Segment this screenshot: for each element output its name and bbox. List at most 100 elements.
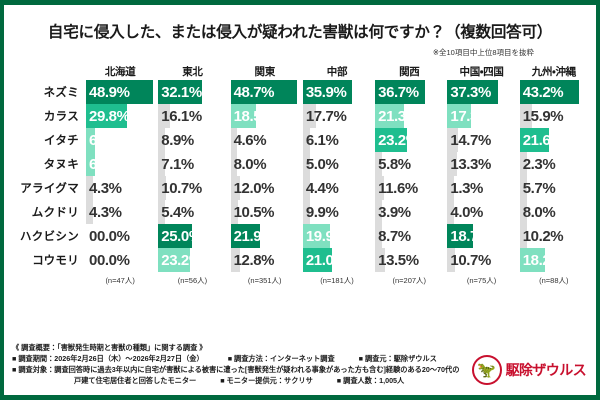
row-label-3: イタチ: [44, 135, 79, 147]
cell-value: 00.0%: [89, 251, 130, 269]
value-bar: [158, 152, 166, 176]
column-header-7: 九州・沖縄: [531, 66, 576, 78]
cell-value: 6.4%: [89, 131, 122, 149]
data-cell: 10.7%: [447, 248, 515, 272]
brand-name: 駆除ザウルス: [505, 362, 587, 378]
value-bar: [447, 248, 456, 272]
row-cells: 00.0% 23.2% 12.8% 21.0% 13.5% 10.7% 18.2%: [86, 248, 588, 272]
value-bar: [302, 200, 311, 224]
value-bar: [519, 200, 527, 224]
column-header-2: 東北: [182, 66, 203, 78]
cell-value: 36.7%: [378, 83, 419, 101]
value-bar: [302, 104, 317, 128]
data-cell: 21.0%: [302, 248, 371, 272]
value-bar: [158, 200, 166, 224]
value-bar: [86, 152, 95, 176]
data-cell: 5.7%: [519, 176, 588, 200]
row-cells: 29.8% 16.1% 18.5% 17.7% 21.3% 17.3% 15.9%: [86, 104, 588, 128]
title-note: ※全10項目中上位8項目を抜粋: [432, 48, 534, 57]
value-bar: [519, 176, 527, 200]
cell-value: 10.7%: [161, 179, 202, 197]
row-cells: 4.3% 5.4% 10.5% 9.9% 3.9% 4.0% 8.0%: [86, 200, 588, 224]
value-bar: [158, 80, 203, 104]
survey-source: ■ 調査元：駆除ザウルス: [358, 354, 437, 364]
data-cell: 7.1%: [158, 152, 226, 176]
brand-logo: 🦖 駆除ザウルス: [471, 355, 587, 385]
data-cell: 25.0%: [158, 224, 226, 248]
value-bar: [230, 128, 238, 152]
data-cell: 6.4%: [86, 152, 154, 176]
value-bar: [86, 80, 153, 104]
cell-value: 10.5%: [233, 203, 275, 221]
cell-value: 10.2%: [522, 227, 564, 245]
data-cell: 16.1%: [158, 104, 226, 128]
data-cell: 6.4%: [86, 128, 154, 152]
column-header-4: 中部: [326, 66, 348, 78]
sample-size-row: (n=47人) (n=56人) (n=351人) (n=181人) (n=207人) (n…: [10, 275, 588, 286]
value-bar: [86, 104, 127, 128]
survey-overview-text: 《 調査概要：「害獣発生時期と害獣の種類」に関する調査 》 ■ 調査期間：202…: [12, 342, 588, 387]
cell-value: 13.5%: [378, 251, 419, 269]
row-cells: 6.4% 8.9% 4.6% 6.1% 23.2% 14.7% 21.6%: [86, 128, 588, 152]
value-bar: [158, 128, 166, 152]
data-cell: 8.0%: [230, 152, 299, 176]
value-bar: [375, 248, 386, 272]
column-header-3: 関東: [254, 66, 276, 78]
data-cell: 43.2%: [519, 80, 588, 104]
cell-value: 48.9%: [89, 83, 130, 101]
row-cells: 48.9% 32.1% 48.7% 35.9% 36.7% 37.3% 43.2%: [86, 80, 588, 104]
cell-value: 8.9%: [161, 131, 194, 149]
cell-value: 9.9%: [305, 203, 339, 221]
cell-value: 2.3%: [522, 155, 556, 173]
column-header-6: 中国・四国: [459, 66, 504, 78]
cell-value: 18.7%: [450, 227, 491, 245]
value-bar: [519, 224, 528, 248]
cell-value: 21.0%: [305, 251, 347, 269]
value-bar: [230, 248, 241, 272]
value-bar: [230, 200, 239, 224]
data-cell: 4.3%: [86, 200, 154, 224]
data-cell: 19.9%: [302, 224, 371, 248]
data-cell: 11.6%: [375, 176, 443, 200]
data-cell: 5.8%: [375, 152, 443, 176]
cell-value: 17.7%: [305, 107, 347, 125]
data-cell: 21.9%: [230, 224, 299, 248]
data-cell: 18.7%: [447, 224, 515, 248]
data-cell: 12.8%: [230, 248, 299, 272]
row-label-1: ネズミ: [43, 87, 79, 99]
value-bar: [375, 104, 405, 128]
cell-value: 4.3%: [89, 179, 122, 197]
cell-value: 14.7%: [450, 131, 491, 149]
cell-value: 21.6%: [522, 131, 564, 149]
value-bar: [375, 152, 382, 176]
data-cell: 37.3%: [447, 80, 515, 104]
cell-value: 13.3%: [450, 155, 491, 173]
value-bar: [158, 248, 190, 272]
region-headers: 北海道 東北 関東 中部 関西 中国・四国 九州・沖縄: [86, 64, 588, 79]
data-cell: 18.5%: [230, 104, 299, 128]
row-label-4: タヌキ: [43, 159, 79, 171]
row-label-2: カラス: [43, 111, 79, 123]
cell-value: 4.6%: [233, 131, 267, 149]
cell-value: 5.8%: [378, 155, 411, 173]
data-cell: 00.0%: [86, 224, 154, 248]
value-bar: [302, 152, 310, 176]
data-cell: 21.6%: [519, 128, 588, 152]
cell-value: 5.7%: [522, 179, 556, 197]
cell-value: 7.1%: [161, 155, 194, 173]
cell-value: 32.1%: [161, 83, 202, 101]
data-cell: 18.2%: [519, 248, 588, 272]
value-bar: [230, 80, 298, 104]
data-cell: 13.5%: [375, 248, 443, 272]
data-cell: 48.9%: [86, 80, 154, 104]
table-header-row: 北海道 東北 関東 中部 関西 中国・四国 九州・沖縄: [10, 64, 588, 79]
value-bar: [302, 128, 310, 152]
cell-value: 23.2%: [161, 251, 202, 269]
data-cell: 9.9%: [302, 200, 371, 224]
row-label-5: アライグマ: [20, 183, 79, 195]
table-row: アライグマ 4.3% 10.7% 12.0% 4.4% 11.6% 1.3% 5.7%: [10, 176, 588, 200]
value-bar: [519, 128, 550, 152]
data-cell: 14.7%: [447, 128, 515, 152]
footer-line-4: 戸建て住宅居住者と回答したモニター ■ モニター提供元：サクリサ ■ 調査人数：…: [12, 375, 588, 386]
cell-value: 8.0%: [233, 155, 267, 173]
